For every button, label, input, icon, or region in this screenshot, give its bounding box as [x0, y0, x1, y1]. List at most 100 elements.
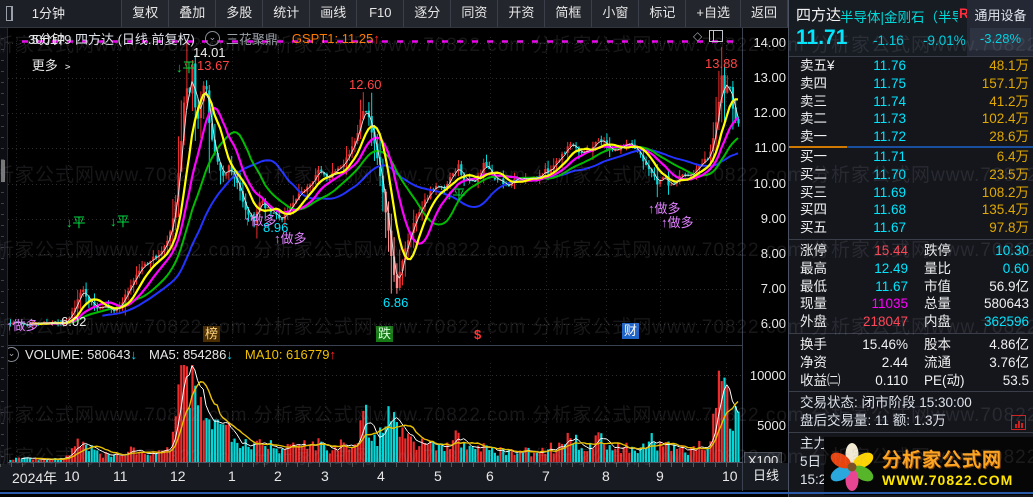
volume-value: VOLUME: 580643 — [25, 347, 131, 362]
toolbar-button-8[interactable]: 开资 — [497, 0, 545, 27]
down-arrow-icon: ↓ — [130, 347, 138, 362]
main-candlestick-chart[interactable] — [8, 27, 742, 345]
logo-title[interactable]: 分析家公式网 — [882, 449, 1003, 471]
spread-divider — [789, 145, 1033, 148]
overlay-indicator-name[interactable]: 三花聚鼎 — [225, 32, 278, 47]
after-hours-volume: 盘后交易量: 11 额: 1.3万 — [789, 412, 1033, 431]
quote-header: 四方达 半导体|金刚石（半导 R 通用设备 -3.28% 11.71 -1.16… — [789, 0, 1033, 57]
volume-tick-label: 10000 — [749, 368, 786, 383]
ask-row[interactable]: 卖三 11.74 41.2万 — [800, 93, 1029, 109]
toolbar-button-4[interactable]: 画线 — [309, 0, 357, 27]
stat-row: 最高 12.49 量比 0.60 — [800, 260, 1029, 276]
annotation-12.60: 12.60 — [349, 77, 382, 92]
period-label[interactable]: 日线 — [742, 463, 789, 490]
menu-item-3[interactable]: 5分钟 — [31, 31, 66, 47]
extra-row: 15:2 — [800, 472, 827, 488]
toolbar-button-10[interactable]: 小窗 — [591, 0, 639, 27]
stat-row: 收益㈡ 0.110 PE(动) 53.5 — [800, 372, 1029, 388]
bid-row[interactable]: 买四 11.68 135.4万 — [800, 202, 1029, 218]
chevron-circle-icon[interactable]: ⌄ — [204, 31, 220, 46]
stock-code-title: 300179 四方达 (日线.前复权) — [28, 32, 195, 47]
signal-tag[interactable]: 榜 — [203, 326, 221, 342]
logo-url[interactable]: WWW.70822.COM — [882, 471, 1014, 488]
signal-tag[interactable]: 跌 — [376, 326, 394, 342]
chart-region: 300179 四方达 (日线.前复权) ⌄ 三花聚鼎 GSPT1: 11.25 … — [0, 27, 789, 492]
toolbar-button-2[interactable]: 多股 — [215, 0, 263, 27]
volume-ma10-value: MA10: 616779 — [244, 347, 330, 362]
ask-row[interactable]: 卖五¥ 11.76 48.1万 — [800, 58, 1029, 73]
ask-row[interactable]: 卖四 11.75 157.1万 — [800, 75, 1029, 91]
split-window-icon[interactable] — [709, 30, 724, 42]
month-tick-label: 3 — [321, 468, 329, 484]
time-axis[interactable]: 2024年 10 11 12 1 2 3 4 5 6 7 8 9 10 — [0, 463, 742, 490]
industry-label[interactable]: 半导体|金刚石（半导 — [840, 10, 958, 25]
period-menu: 分时日线1分钟5分钟更多 ﹥ — [21, 0, 107, 79]
toolbar-button-12[interactable]: +自选 — [685, 0, 740, 27]
price-tick-label: 8.00 — [760, 245, 786, 261]
quote-panel: 四方达 半导体|金刚石（半导 R 通用设备 -3.28% 11.71 -1.16… — [788, 0, 1033, 497]
menu-item-4[interactable]: 更多 ﹥ — [31, 57, 75, 73]
extra-row: 主力 — [800, 436, 827, 452]
toolbar-button-3[interactable]: 统计 — [262, 0, 310, 27]
toolbar-button-1[interactable]: 叠加 — [168, 0, 216, 27]
month-tick-label: 6 — [486, 468, 494, 484]
bid-row[interactable]: 买三 11.69 108.2万 — [800, 184, 1029, 200]
stock-name: 四方达 — [796, 7, 842, 24]
volume-pane-header: ⌄ VOLUME: 580643 ↓ MA5: 854286 ↓ MA10: 6… — [2, 347, 336, 362]
toolbar-button-7[interactable]: 同资 — [450, 0, 498, 27]
stats-table: 涨停 15.44 跌停 10.30 最高 12.49 量比 0.60 最低 11.67 市值 56.9… — [789, 242, 1033, 389]
mini-chart-icon[interactable] — [1011, 415, 1026, 431]
toolbar-button-0[interactable]: 复权 — [121, 0, 169, 27]
down-arrow-icon: ↓ — [226, 347, 233, 362]
gspt-indicator-value: GSPT1: 11.25 — [291, 31, 374, 46]
price-tick-label: 9.00 — [760, 210, 786, 226]
annotation-↓平: ↓平 — [66, 215, 86, 230]
toolbar-button-5[interactable]: F10 — [356, 0, 404, 27]
signal-tag[interactable]: $ — [474, 327, 482, 342]
stat-row: 现量 11035 总量 580643 — [800, 296, 1029, 312]
price-tick-label: 7.00 — [760, 280, 786, 296]
annotation-↓平: ↓平 — [110, 214, 130, 229]
month-tick-label: 11 — [113, 468, 128, 484]
ask-row[interactable]: 卖二 11.73 102.4万 — [800, 111, 1029, 127]
volume-ma5-value: MA5: 854286 — [149, 347, 227, 362]
ask-row[interactable]: 卖一 11.72 28.6万 — [800, 129, 1029, 145]
diamond-icon[interactable]: ◇ — [693, 29, 703, 43]
menu-item-2[interactable]: 1分钟 — [31, 5, 66, 21]
toolbar-button-11[interactable]: 标记 — [638, 0, 686, 27]
volume-tick-label: 5000 — [757, 418, 786, 433]
window-bottom-border — [0, 492, 1033, 494]
bid-row[interactable]: 买五 11.67 97.8万 — [800, 220, 1029, 236]
scrollbar-thumb[interactable] — [1, 160, 5, 182]
site-logo: 分析家公式网 WWW.70822.COM — [824, 437, 1033, 495]
month-tick-label: 10 — [722, 468, 738, 484]
sector-name[interactable]: 通用设备 — [974, 8, 1027, 23]
stat-row: 换手 15.46% 股本 4.86亿 — [800, 336, 1029, 352]
sector-box[interactable]: 通用设备 -3.28% — [967, 0, 1033, 56]
annotation-13.88: 13.88 — [705, 56, 738, 71]
price-tick-label: 10.00 — [753, 175, 786, 191]
price-tick-label: 14.00 — [753, 35, 786, 50]
volume-chart[interactable] — [8, 363, 742, 462]
toolbar-button-13[interactable]: 返回 — [739, 0, 788, 27]
annotation-↑做多: ↑做多 — [661, 215, 694, 230]
trade-status: 交易状态: 闭市阶段 15:30:00 — [800, 395, 972, 411]
toolbar-button-9[interactable]: 简框 — [544, 0, 592, 27]
bid-row[interactable]: 买二 11.70 23.5万 — [800, 166, 1029, 182]
price-tick-label: 11.00 — [754, 140, 786, 156]
top-menu-bar: 分时日线1分钟5分钟更多 ﹥ 复权叠加多股统计画线F10逐分同资开资简框小窗标记… — [0, 0, 788, 73]
month-tick-label: 2 — [274, 468, 282, 484]
signal-tag[interactable]: 财 — [622, 323, 640, 339]
month-tick-label: 5 — [434, 468, 442, 484]
month-tick-label: 2024年 — [12, 470, 58, 486]
extra-row: 5日 — [800, 454, 822, 470]
window-split-icon[interactable] — [6, 6, 13, 21]
left-scrollbar[interactable] — [0, 27, 8, 464]
volume-axis-line — [0, 462, 742, 463]
extra-rows: 主力 5日 15:2 — [789, 435, 1033, 489]
toolbar-button-6[interactable]: 逐分 — [403, 0, 451, 27]
sector-change: -3.28% — [970, 28, 1031, 50]
bid-row[interactable]: 买一 11.71 6.4万 — [800, 148, 1029, 164]
annotation-↑做多: ↑做多 — [244, 213, 277, 228]
